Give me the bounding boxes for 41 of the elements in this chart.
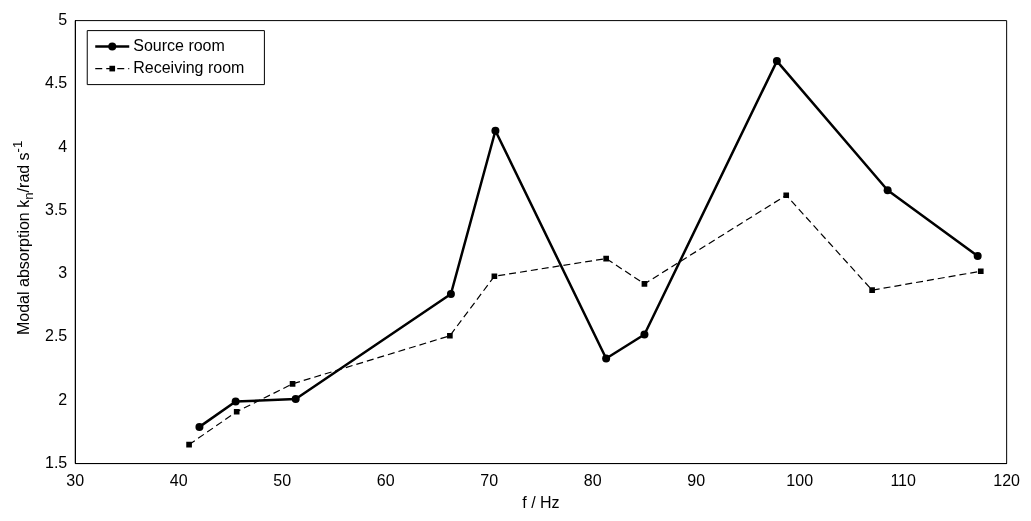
point <box>289 381 296 387</box>
point <box>186 441 192 448</box>
point <box>641 281 648 287</box>
point <box>291 395 300 404</box>
x-tick-label: 40 <box>169 471 188 489</box>
point <box>195 422 204 431</box>
y-tick-label: 3.5 <box>44 200 68 218</box>
legend-label: Source room <box>133 37 225 55</box>
point <box>491 273 498 280</box>
point <box>602 354 611 363</box>
y-tick-label: 2 <box>58 390 68 408</box>
x-tick-label: 70 <box>480 471 499 489</box>
point <box>783 192 790 199</box>
x-tick-label: 100 <box>786 471 814 489</box>
x-tick-label: 50 <box>273 471 292 489</box>
point <box>231 397 240 406</box>
point <box>491 126 500 135</box>
x-axis-title: f / Hz <box>522 493 560 511</box>
y-tick-label: 4 <box>58 137 68 155</box>
y-tick-label: 5 <box>58 11 68 29</box>
point <box>446 289 455 298</box>
y-tick-label: 1.5 <box>44 454 68 472</box>
x-tick-label: 80 <box>583 471 602 489</box>
legend-label: Receiving room <box>133 59 245 77</box>
x-tick-label: 110 <box>890 471 917 489</box>
x-tick-label: 30 <box>66 471 85 489</box>
x-tick-label: 60 <box>376 471 395 489</box>
y-tick-label: 3 <box>58 264 68 282</box>
point <box>233 408 240 415</box>
point <box>603 255 609 262</box>
point <box>883 186 892 195</box>
point <box>869 287 875 294</box>
point <box>772 57 781 66</box>
x-tick-label: 120 <box>993 471 1021 489</box>
y-tick-label: 2.5 <box>44 327 68 345</box>
x-tick-label: 90 <box>687 471 706 489</box>
point <box>977 268 984 275</box>
point <box>973 252 982 261</box>
y-tick-label: 4.5 <box>44 74 68 92</box>
point <box>640 330 649 339</box>
point <box>447 332 453 339</box>
